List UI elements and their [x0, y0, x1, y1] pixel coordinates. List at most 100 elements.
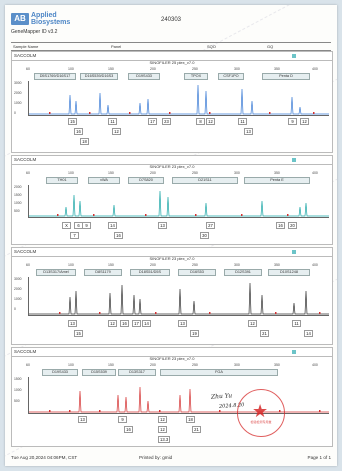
scale-tick: 400	[312, 363, 318, 367]
kit-label: SINOFILER 23 plex_v7.0	[149, 356, 195, 361]
bp-scale: 60 100 150 200 250 300 350 400	[12, 66, 332, 72]
scale-tick: 150	[108, 263, 114, 267]
marker-bar: D19S433 D15S539 D13S317 FGA	[12, 368, 332, 376]
allele-call: 12	[248, 320, 257, 327]
size-standard-peak	[99, 312, 101, 314]
report-page: AB Applied Biosystems 240303 GeneMapper …	[5, 5, 337, 466]
size-standard-peak	[155, 312, 157, 314]
scale-tick: 300	[234, 363, 240, 367]
electropherogram-panel-green: SACCOLM SINOFILER 23 plex_v7.0 60 100 15…	[11, 155, 333, 245]
panel-sample-name: SACCOLM	[14, 249, 37, 254]
scale-tick: 100	[68, 263, 74, 267]
allele-call: 19	[190, 330, 199, 337]
panel-title: SACCOLM	[12, 156, 332, 165]
trace-line	[29, 190, 329, 217]
scale-tick: 200	[150, 263, 156, 267]
size-standard-peak	[219, 410, 221, 412]
scale-tick: 350	[274, 171, 280, 175]
trace-plot	[28, 277, 329, 316]
trace-line	[29, 282, 329, 315]
official-seal-stamp: ★ 检验检测专用章	[237, 389, 285, 437]
scale-tick: 150	[108, 363, 114, 367]
scale-tick: 250	[192, 363, 198, 367]
scale-tick: 60	[26, 171, 30, 175]
scale-tick: 250	[192, 263, 198, 267]
size-standard-peak	[275, 312, 277, 314]
allele-call: 14	[108, 222, 117, 229]
report-footer: Tue Aug 20,2024 04:06PM, CST Printed by:…	[11, 455, 331, 463]
allele-call: 13	[178, 320, 187, 327]
scale-tick: 200	[150, 67, 156, 71]
marker-label: CSF1PO	[218, 72, 244, 80]
y-tick: 3000	[14, 277, 22, 281]
allele-call: 27	[206, 222, 215, 229]
trace-svg	[29, 282, 329, 315]
scale-tick: 400	[312, 67, 318, 71]
marker-label: TH01	[46, 176, 78, 184]
y-tick: 500	[14, 399, 20, 403]
allele-call: 16	[114, 232, 123, 239]
scale-tick: 200	[150, 363, 156, 367]
size-standard-peak	[159, 410, 161, 412]
bp-scale: 60 100 150 200 250 300 350 400	[12, 362, 332, 368]
marker-label: D5S1769/D16S17	[34, 72, 76, 80]
scale-tick: 60	[26, 263, 30, 267]
y-tick: 2000	[14, 287, 22, 291]
allele-call: 17	[148, 118, 157, 125]
scale-tick: 150	[108, 171, 114, 175]
marker-label: D21S11	[172, 176, 238, 184]
allele-call: 12	[108, 320, 117, 327]
allele-call: 9	[118, 416, 127, 423]
size-standard-peak	[209, 312, 211, 314]
panel-color-square-icon	[292, 250, 296, 254]
allele-call: 12	[206, 118, 215, 125]
panel-title: SACCOLM	[12, 248, 332, 257]
size-standard-peak	[49, 112, 51, 114]
panel-sample-name: SACCOLM	[14, 53, 37, 58]
allele-call: 13	[244, 128, 253, 135]
marker-label: D13S317/Amel	[36, 268, 76, 276]
kit-label: SINOFILER 25 plex_v7.0	[149, 60, 195, 65]
trace-plot	[28, 185, 329, 218]
size-standard-peak	[319, 312, 321, 314]
col-sample-name: Sample Name	[13, 44, 39, 49]
scale-tick: 400	[312, 263, 318, 267]
applied-biosystems-logo-icon: AB	[11, 13, 29, 25]
kit-label: SINOFILER 23 plex_v7.0	[149, 164, 195, 169]
y-tick: 2000	[14, 185, 22, 189]
scale-tick: 250	[192, 171, 198, 175]
panel-sample-name: SACCOLM	[14, 157, 37, 162]
y-tick: 1000	[14, 297, 22, 301]
scale-tick: 350	[274, 363, 280, 367]
panel-sample-name: SACCOLM	[14, 349, 37, 354]
y-tick: 3000	[14, 81, 22, 85]
marker-label: D7S820	[128, 176, 164, 184]
allele-call: 18	[186, 416, 195, 423]
size-standard-peak	[69, 410, 71, 412]
sample-id: 240303	[161, 17, 182, 23]
marker-label: vWA	[88, 176, 120, 184]
y-tick: 1000	[14, 201, 22, 205]
allele-call: 13.3	[158, 436, 171, 443]
marker-label: D8S1179	[84, 268, 122, 276]
allele-call: 14	[304, 330, 313, 337]
scale-tick: 350	[274, 67, 280, 71]
allele-call: 13	[68, 320, 77, 327]
page-number: Page 1 of 1	[307, 455, 332, 460]
kit-label: SINOFILER 23 plex_v7.0	[149, 256, 195, 261]
allele-call: 12	[158, 426, 167, 433]
col-panel: Panel	[111, 44, 122, 49]
scale-tick: 300	[234, 67, 240, 71]
marker-label: Penta D	[262, 72, 310, 80]
allele-call: 16	[120, 320, 129, 327]
allele-call: 30	[200, 232, 209, 239]
allele-call: 7	[70, 232, 79, 239]
software-version: GeneMapper ID v3.2	[11, 29, 58, 35]
size-standard-peak	[49, 410, 51, 412]
allele-call: 11	[238, 118, 247, 125]
y-tick: 1000	[14, 101, 22, 105]
marker-label: D10S1248	[268, 268, 310, 276]
y-tick: 2000	[14, 91, 22, 95]
size-standard-peak	[313, 112, 315, 114]
allele-call: 9	[288, 118, 297, 125]
